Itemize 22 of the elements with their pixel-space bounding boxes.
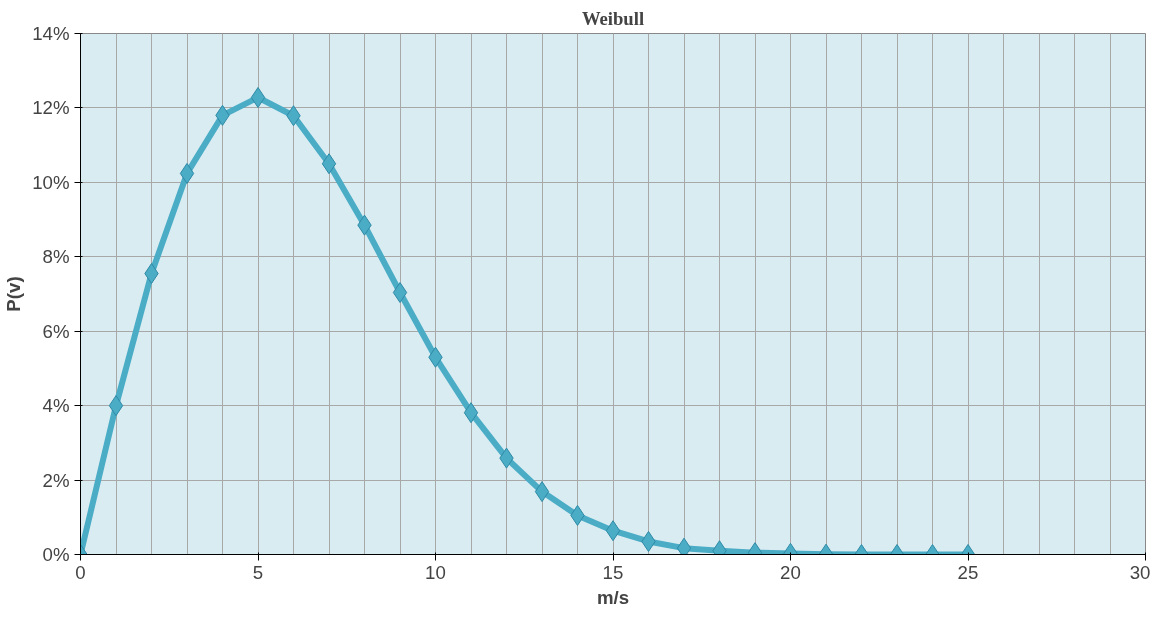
y-tick-label: 0% — [42, 544, 70, 565]
x-tick-label: 15 — [602, 561, 624, 583]
x-axis-title: m/s — [596, 586, 630, 608]
y-tick-label: 2% — [42, 469, 70, 491]
y-tick-label: 14% — [32, 23, 70, 44]
x-tick-label: 0 — [75, 561, 86, 583]
y-tick-label: 10% — [32, 171, 70, 193]
x-tick-label: 25 — [957, 561, 979, 583]
x-tick-label: 5 — [252, 561, 264, 583]
y-tick-label: 8% — [42, 246, 70, 268]
y-axis-title: P(v) — [3, 276, 25, 312]
chart-title: Weibull — [581, 7, 645, 29]
point — [179, 162, 195, 184]
point — [250, 87, 266, 109]
y-tick-label: 4% — [42, 395, 70, 417]
y-tick-label: 6% — [42, 320, 70, 342]
point — [392, 282, 408, 304]
point — [321, 153, 337, 175]
y-tick-label: 12% — [32, 97, 70, 119]
x-tick-label: 10 — [425, 561, 446, 583]
x-tick-label: 30 — [1129, 561, 1151, 583]
x-tick-label: 20 — [780, 561, 801, 583]
